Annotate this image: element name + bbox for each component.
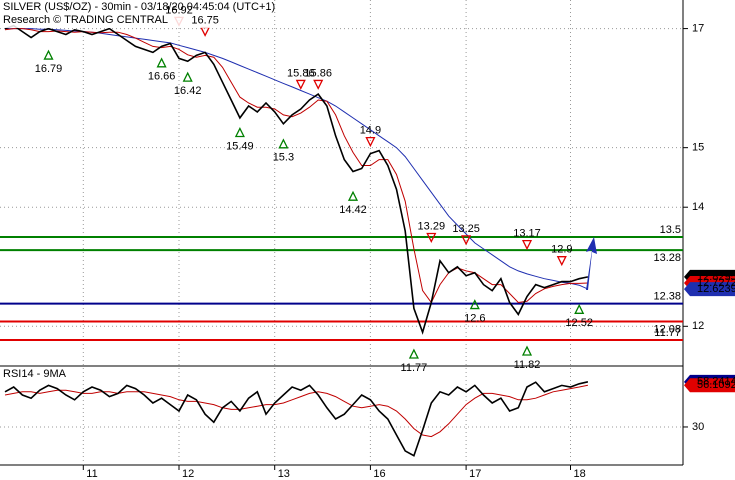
x-tick-label: 17	[469, 468, 481, 480]
level-label: 13.28	[653, 252, 681, 264]
header-bg	[0, 0, 270, 28]
rsi-title: RSI14 - 9MA	[3, 368, 67, 380]
y-tick-label: 15	[692, 142, 704, 154]
high-label: 13.25	[452, 223, 480, 235]
low-marker	[182, 71, 193, 82]
low-marker	[574, 303, 585, 314]
x-tick-label: 13	[278, 468, 290, 480]
high-marker	[313, 79, 324, 90]
y-tick-label: 14	[692, 201, 704, 213]
low-label: 12.6	[464, 312, 485, 324]
high-label: 14.9	[360, 125, 381, 137]
last-value-label: 12.7272	[697, 277, 735, 289]
high-label: 16.75	[191, 14, 219, 26]
y-tick-label: 17	[692, 22, 704, 34]
y-tick-label: 30	[692, 421, 704, 433]
level-label: 11.77	[654, 327, 681, 339]
low-marker	[469, 299, 480, 310]
series-line	[4, 28, 588, 304]
last-value-box	[684, 282, 735, 297]
low-marker	[43, 49, 54, 60]
series-line	[4, 381, 589, 457]
projection-arrow	[586, 237, 597, 290]
series-line	[5, 28, 589, 290]
last-value-label: 12.6239	[697, 283, 735, 295]
chart-title: SILVER (US$/OZ) - 30min - 03/18/20 04:45…	[3, 1, 275, 13]
level-label: 13.5	[660, 224, 681, 236]
level-label: 12.08	[653, 323, 681, 335]
last-value-label: 56.1092	[697, 379, 735, 391]
high-label: 12.9	[551, 244, 572, 256]
low-label: 15.3	[273, 152, 294, 164]
high-marker	[295, 79, 306, 90]
high-label: 15.86	[304, 67, 332, 79]
high-marker	[521, 239, 533, 251]
low-marker	[156, 57, 167, 68]
low-marker	[234, 127, 245, 138]
low-marker	[278, 138, 289, 149]
low-label: 15.49	[226, 140, 254, 152]
low-label: 16.42	[174, 85, 202, 97]
x-tick-label: 18	[574, 468, 586, 480]
plot-area	[0, 0, 735, 470]
x-tick-label: 16	[373, 468, 385, 480]
low-label: 16.66	[148, 71, 176, 83]
low-marker	[521, 345, 533, 356]
y-tick-label: 12	[692, 320, 704, 332]
last-value-label: 12.8295	[697, 271, 735, 283]
last-value-label: 58.2414	[697, 376, 735, 388]
chart-subtitle: Research © TRADING CENTRAL	[3, 14, 168, 26]
high-marker	[365, 136, 376, 148]
high-label: 13.17	[513, 228, 541, 240]
last-value-box	[684, 378, 735, 393]
low-label: 11.77	[401, 362, 428, 374]
low-label: 14.42	[339, 204, 367, 216]
high-marker	[461, 235, 472, 246]
low-label: 12.52	[565, 317, 593, 329]
x-tick-label: 12	[182, 468, 194, 480]
high-label: 13.29	[418, 220, 446, 232]
low-label: 16.79	[35, 63, 63, 75]
high-marker	[556, 256, 567, 267]
level-label: 12.38	[653, 291, 681, 303]
low-label: 11.82	[514, 359, 541, 371]
high-label: 16.92	[165, 4, 193, 16]
low-marker	[347, 190, 359, 201]
low-marker	[408, 348, 419, 359]
series-line	[4, 24, 589, 335]
high-marker	[426, 232, 437, 243]
x-tick-label: 11	[86, 468, 97, 480]
high-label: 15.86	[287, 67, 315, 79]
